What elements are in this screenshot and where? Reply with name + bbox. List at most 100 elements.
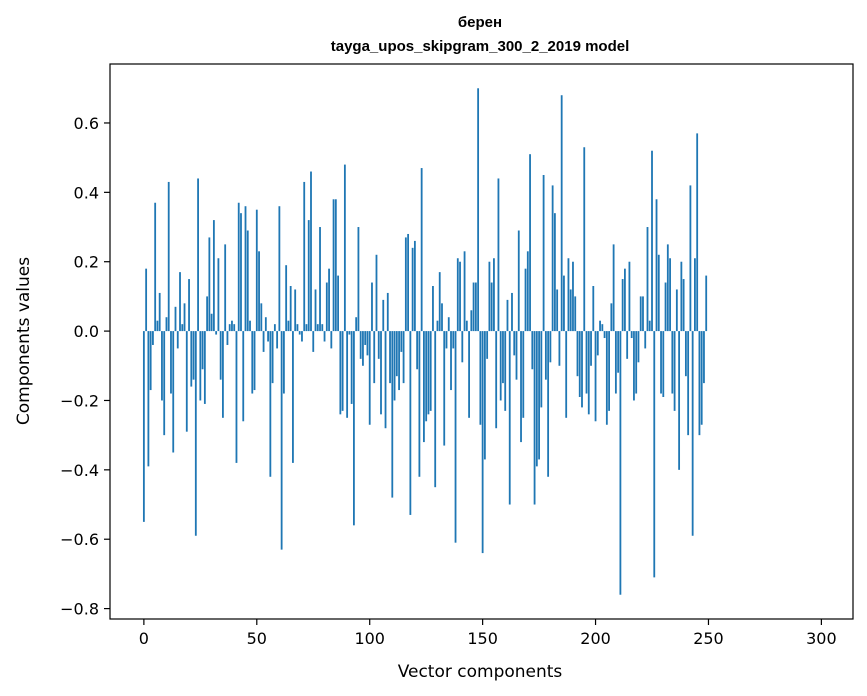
bar xyxy=(689,185,692,332)
bar xyxy=(569,289,572,332)
bar xyxy=(463,251,466,332)
bar xyxy=(176,331,179,349)
bar xyxy=(612,244,615,332)
bar xyxy=(610,303,613,332)
bar xyxy=(389,331,391,384)
bar xyxy=(520,331,522,443)
bar xyxy=(384,331,387,429)
bar xyxy=(316,324,319,332)
bar xyxy=(228,324,231,332)
bar xyxy=(572,261,574,332)
bar xyxy=(483,331,486,460)
bar xyxy=(375,254,378,332)
x-axis-ticks: 0 50 100 150 200 250 300 xyxy=(139,619,837,648)
bar xyxy=(212,220,215,332)
bar xyxy=(441,303,443,332)
bar xyxy=(603,331,606,339)
bar xyxy=(145,268,148,332)
bar xyxy=(495,331,498,429)
bar xyxy=(472,282,475,332)
bar xyxy=(402,331,405,384)
bar xyxy=(273,324,276,332)
bar xyxy=(325,282,328,332)
bar xyxy=(594,331,597,422)
bar xyxy=(660,331,662,394)
bar xyxy=(614,331,617,394)
bar xyxy=(357,227,360,332)
bar xyxy=(231,320,233,332)
bar xyxy=(664,282,667,332)
bar xyxy=(590,331,592,366)
bar xyxy=(646,227,649,332)
bar xyxy=(386,292,389,332)
y-tick-label: 0.0 xyxy=(74,322,99,341)
bar xyxy=(644,331,647,349)
bar xyxy=(280,331,283,550)
bar xyxy=(330,331,333,349)
bar xyxy=(242,331,245,422)
bar xyxy=(599,320,601,332)
bar xyxy=(680,261,683,332)
bar xyxy=(429,331,432,411)
bar xyxy=(147,331,150,467)
bar xyxy=(563,275,565,332)
bar xyxy=(296,324,299,332)
bar xyxy=(271,331,274,384)
bar xyxy=(556,289,559,332)
bar xyxy=(391,331,394,498)
bar xyxy=(691,331,694,536)
bar xyxy=(366,331,369,356)
bar xyxy=(655,199,658,332)
bar xyxy=(409,331,412,515)
bar xyxy=(321,324,324,332)
bar xyxy=(547,331,550,477)
bar xyxy=(651,150,653,332)
bar xyxy=(235,331,238,463)
bar xyxy=(319,227,321,332)
bar xyxy=(240,213,242,332)
bar xyxy=(526,251,529,332)
bar xyxy=(425,331,428,422)
y-tick-label: 0.6 xyxy=(74,114,99,133)
bar xyxy=(486,331,489,359)
bars-group xyxy=(142,88,708,595)
bar xyxy=(167,181,170,332)
bar xyxy=(434,331,437,488)
bar xyxy=(578,331,581,397)
bar xyxy=(303,181,306,332)
bar xyxy=(217,258,220,332)
bar xyxy=(687,331,690,436)
bar xyxy=(165,317,168,332)
bar xyxy=(551,185,554,332)
bar xyxy=(328,268,330,332)
bar xyxy=(298,331,301,335)
bar xyxy=(289,286,292,332)
bar xyxy=(432,286,434,332)
bar xyxy=(371,282,373,332)
bar xyxy=(673,331,676,411)
bar xyxy=(576,331,579,377)
bar xyxy=(251,331,254,394)
bar xyxy=(355,317,358,332)
bar xyxy=(454,331,457,543)
bar xyxy=(538,331,540,460)
bar xyxy=(249,320,251,332)
bar xyxy=(255,209,258,332)
bar xyxy=(456,258,459,332)
plot-frame xyxy=(109,63,854,620)
bar xyxy=(542,175,545,332)
bar xyxy=(310,171,312,332)
bar xyxy=(353,331,355,526)
bar xyxy=(470,310,473,332)
y-tick-label: 0.2 xyxy=(74,253,99,272)
bar xyxy=(285,265,288,332)
bar xyxy=(373,331,376,384)
bar xyxy=(657,254,660,332)
bar xyxy=(194,331,197,536)
bar xyxy=(305,324,308,332)
bar xyxy=(443,331,446,446)
bar xyxy=(219,331,222,380)
bar xyxy=(461,331,464,363)
bar xyxy=(244,206,247,332)
bar xyxy=(158,292,161,332)
